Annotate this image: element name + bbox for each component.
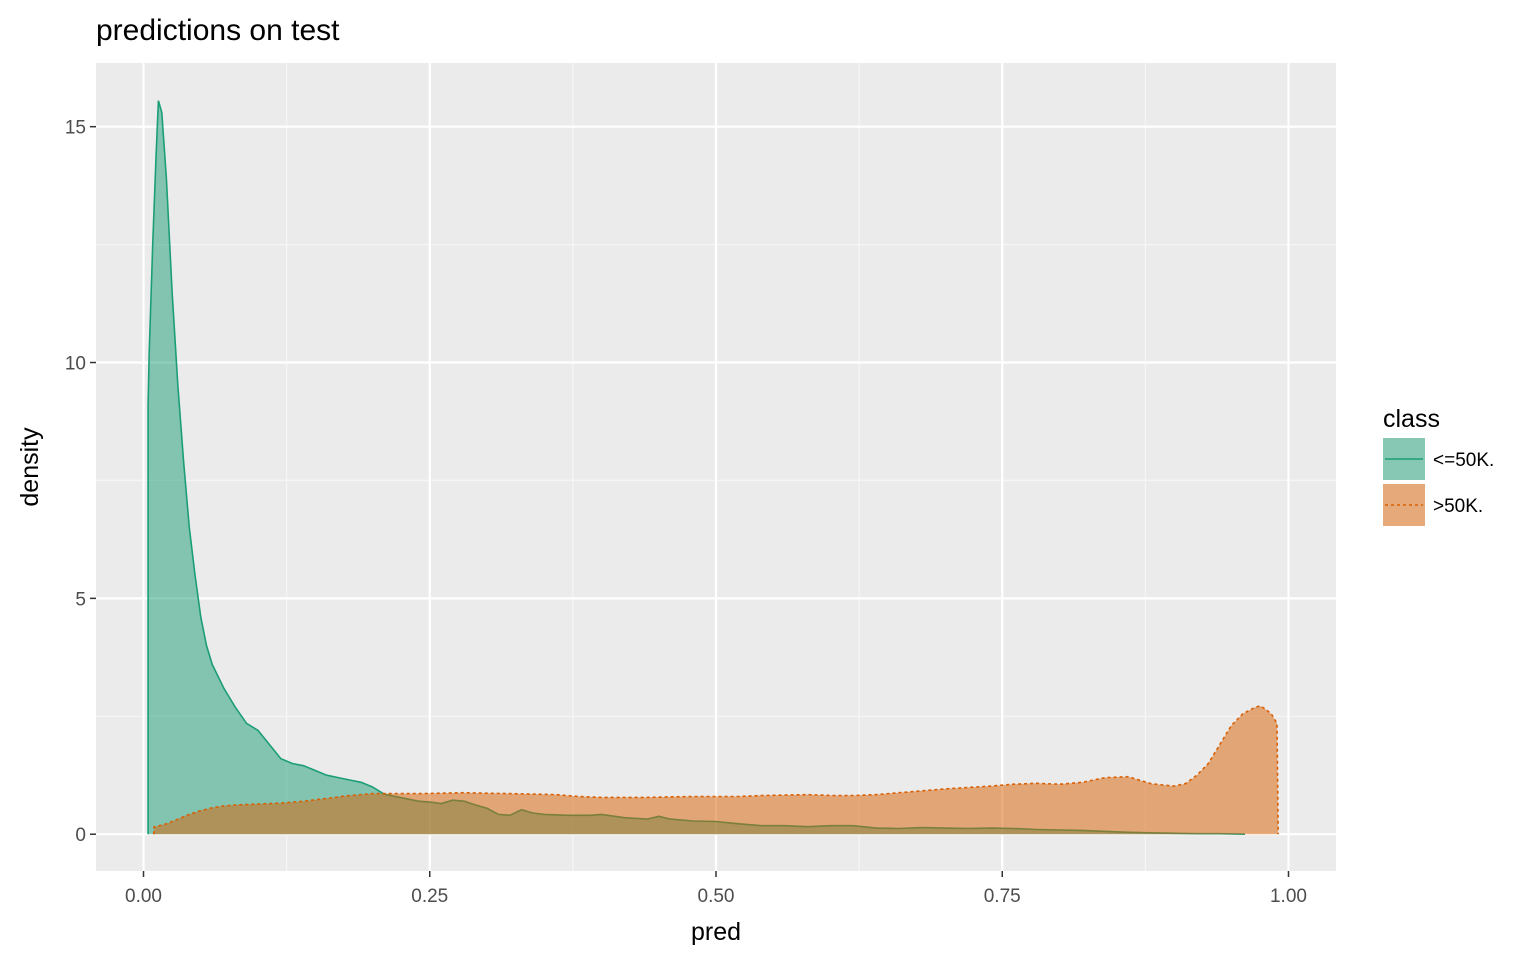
x-axis-title: pred [691,918,741,946]
x-axis: 0.00 0.25 0.50 0.75 1.00 [125,871,1307,907]
density-line-gt-50k [153,705,1279,835]
x-tick-label: 1.00 [1270,886,1307,907]
legend-label-gt-50k: >50K. [1433,496,1483,517]
legend: class <=50K. >50K. [1383,405,1494,526]
legend-title: class [1383,405,1440,433]
y-tick-label: 0 [75,825,86,846]
x-tick-label: 0.25 [411,886,448,907]
x-tick-label: 0.50 [698,886,735,907]
y-axis: 0 5 10 15 [65,118,96,846]
y-tick-label: 5 [75,589,86,610]
major-gridlines [96,63,1336,871]
density-area-le-50k [148,100,1246,835]
y-tick-label: 10 [65,354,86,375]
x-tick-label: 0.00 [125,886,162,907]
density-area-gt-50k [153,705,1279,835]
y-tick-label: 15 [65,118,86,139]
legend-label-le-50k: <=50K. [1433,450,1494,471]
chart-title: predictions on test [96,14,340,47]
density-series [147,100,1279,835]
x-tick-label: 0.75 [984,886,1021,907]
y-axis-title: density [16,427,44,507]
